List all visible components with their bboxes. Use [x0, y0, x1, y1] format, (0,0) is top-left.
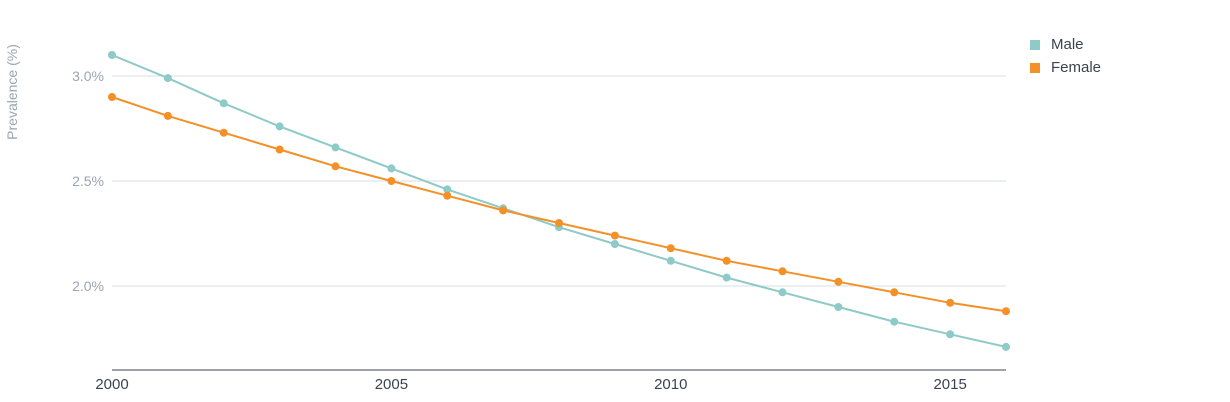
data-point-female[interactable]: [443, 191, 452, 200]
series-male: [108, 51, 1010, 351]
legend-item-male[interactable]: Male: [1030, 33, 1101, 56]
legend-swatch-male: [1030, 39, 1040, 50]
data-point-female[interactable]: [331, 162, 340, 171]
data-point-female[interactable]: [610, 231, 619, 240]
data-point-female[interactable]: [555, 219, 563, 227]
legend: Male Female: [1030, 33, 1101, 79]
series-line-female: [111, 96, 1007, 313]
data-point-female[interactable]: [108, 93, 116, 101]
y-axis-ticks: 2.0% 2.5% 3.0%: [72, 68, 104, 294]
data-point-male[interactable]: [890, 317, 899, 326]
data-point-male[interactable]: [778, 288, 787, 297]
legend-label-female: Female: [1051, 59, 1102, 76]
series-line-male: [111, 54, 1007, 348]
data-point-male[interactable]: [443, 185, 452, 194]
legend-label-male: Male: [1051, 36, 1084, 53]
data-point-male[interactable]: [834, 303, 843, 311]
data-point-female[interactable]: [1002, 307, 1010, 316]
data-point-female[interactable]: [946, 298, 955, 307]
x-tick-label: 2010: [654, 376, 687, 393]
gridlines: [112, 75, 1006, 287]
data-point-female[interactable]: [778, 267, 787, 276]
y-tick-label: 2.5%: [72, 173, 104, 189]
data-point-female[interactable]: [890, 288, 899, 297]
y-tick-label: 2.0%: [72, 278, 104, 294]
y-axis-title: Prevalence (%): [4, 44, 20, 140]
data-point-male[interactable]: [275, 122, 284, 131]
data-point-female[interactable]: [219, 128, 228, 137]
data-point-male[interactable]: [331, 143, 340, 152]
legend-swatch-female: [1030, 62, 1040, 73]
data-point-male[interactable]: [163, 74, 172, 83]
y-tick-label: 3.0%: [72, 68, 104, 84]
data-point-male[interactable]: [610, 240, 619, 248]
data-point-female[interactable]: [722, 256, 731, 265]
data-point-male[interactable]: [722, 273, 731, 282]
data-point-male[interactable]: [1002, 342, 1010, 351]
data-point-male[interactable]: [946, 330, 955, 339]
data-point-female[interactable]: [666, 244, 675, 253]
data-point-male[interactable]: [108, 51, 116, 59]
data-point-male[interactable]: [387, 164, 396, 173]
data-point-male[interactable]: [666, 256, 675, 265]
x-axis-ticks: 2000 2005 2010 2015: [95, 376, 967, 393]
data-point-male[interactable]: [219, 99, 228, 108]
x-tick-label: 2005: [375, 376, 408, 393]
data-point-female[interactable]: [499, 206, 508, 215]
data-point-female[interactable]: [834, 277, 843, 286]
data-point-female[interactable]: [163, 111, 172, 120]
series-layer: [108, 51, 1010, 351]
legend-item-female[interactable]: Female: [1030, 56, 1101, 79]
x-tick-label: 2000: [95, 376, 128, 393]
series-female: [108, 93, 1010, 316]
x-tick-label: 2015: [933, 376, 966, 393]
data-point-female[interactable]: [387, 177, 396, 185]
data-point-female[interactable]: [275, 145, 284, 154]
